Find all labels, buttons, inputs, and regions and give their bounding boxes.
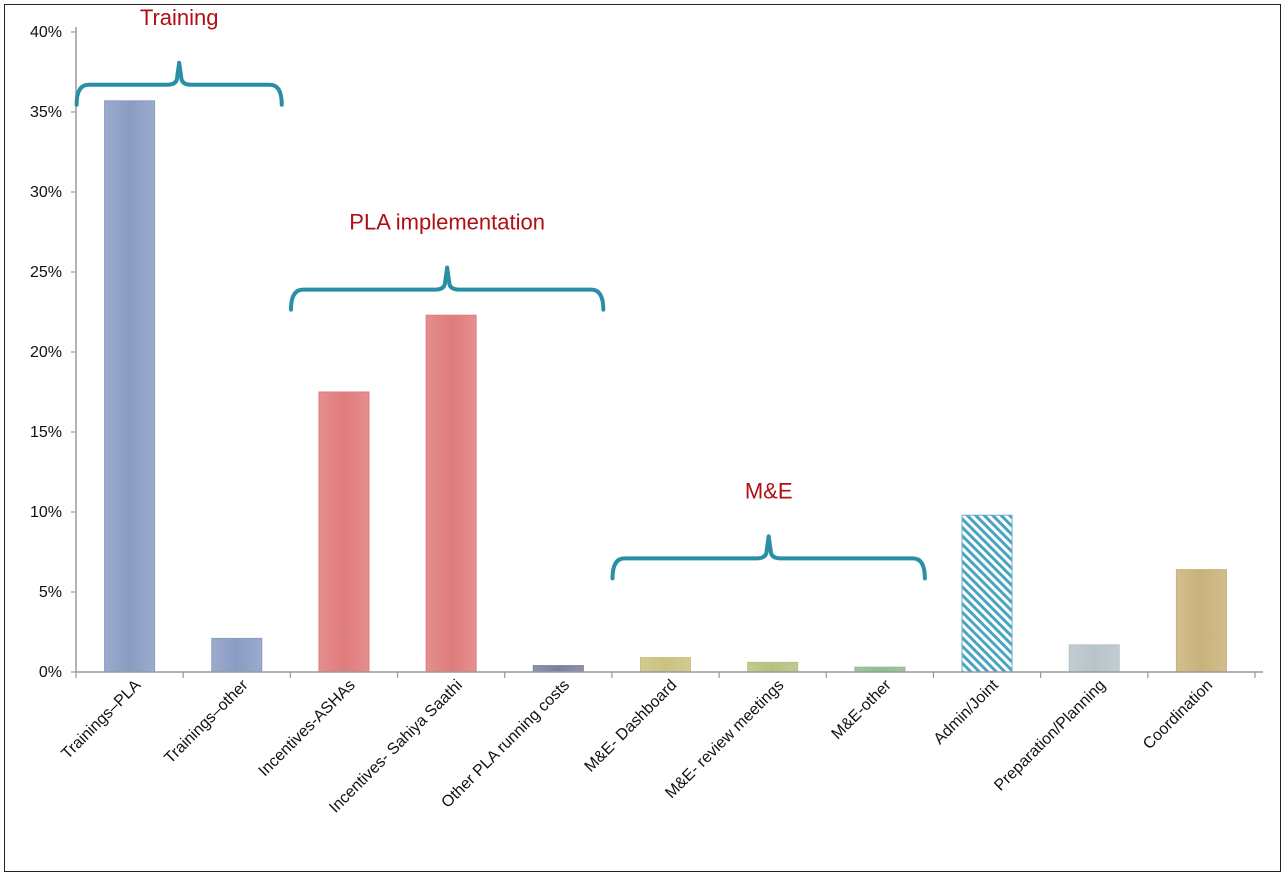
bar xyxy=(1175,569,1227,673)
bar xyxy=(747,661,799,673)
bar-chart: 0%5%10%15%20%25%30%35%40% Trainings–PLA T… xyxy=(30,5,1263,816)
bar xyxy=(640,657,691,673)
group-bracket xyxy=(74,60,284,107)
y-axis: 0% 5% 10% 15% 20% 25% 30% 35% 40% xyxy=(30,24,77,681)
x-tick-label: Incentives-ASHAs xyxy=(256,677,359,780)
x-tick-label: Preparation/Planning xyxy=(991,677,1109,795)
x-tick-label: Trainings–PLA xyxy=(59,677,145,763)
y-tick-label: 5% xyxy=(39,584,62,601)
y-tick-label: 0% xyxy=(39,664,62,681)
y-tick-label: 35% xyxy=(30,104,62,121)
bar xyxy=(211,637,263,673)
x-tick-label: M&E-other xyxy=(829,676,896,743)
bar xyxy=(1068,644,1120,673)
group-label: M&E xyxy=(745,478,793,503)
y-tick-label: 10% xyxy=(30,504,62,521)
y-tick-label: 40% xyxy=(30,24,62,41)
bars xyxy=(104,100,1227,673)
group-bracket xyxy=(288,265,606,312)
x-tick-label: M&E- Dashboard xyxy=(582,677,681,776)
group-bracket xyxy=(610,534,927,581)
y-tick-label: 15% xyxy=(30,424,62,441)
x-tick-label: Trainings–other xyxy=(161,676,252,767)
bar xyxy=(532,665,584,673)
group-brackets: Training PLA implementation M&E xyxy=(74,5,927,581)
y-tick-label: 25% xyxy=(30,264,62,281)
bar xyxy=(318,391,370,673)
bar xyxy=(961,514,1013,673)
y-tick-label: 20% xyxy=(30,344,62,361)
x-tick-label: Other PLA running costs xyxy=(438,677,573,812)
x-tick-label: Admin/Joint xyxy=(931,676,1003,748)
chart-frame: 0% 5% 10% 15% 20% 25% 30% 35% 40% Trainings–PLA T… xyxy=(4,4,1281,872)
group-label: Training xyxy=(140,5,219,30)
x-tick-label: M&E- review meetings xyxy=(662,677,787,802)
group-label: PLA implementation xyxy=(349,210,545,235)
bar xyxy=(104,100,156,673)
y-tick-label: 30% xyxy=(30,184,62,201)
bar xyxy=(425,314,477,673)
x-tick-label: Coordination xyxy=(1140,677,1216,753)
x-axis: Trainings–PLA Trainings–other Incentives-A… xyxy=(59,671,1263,816)
